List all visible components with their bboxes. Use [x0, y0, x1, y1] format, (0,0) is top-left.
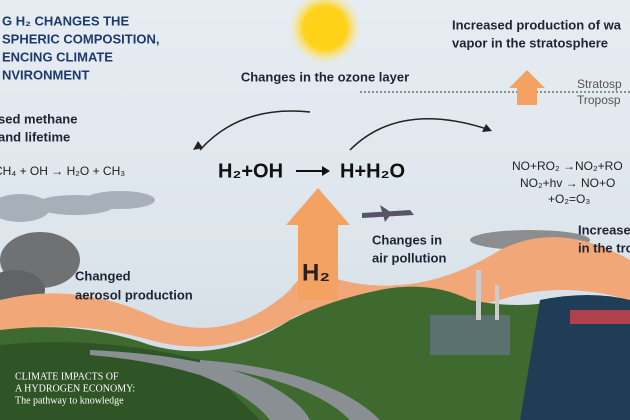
layer-label: Stratosp [577, 77, 622, 91]
h2-label: H₂ [302, 259, 330, 286]
footer: CLIMATE IMPACTS OF [15, 371, 119, 382]
footer: The pathway to knowledge [15, 395, 124, 406]
curved-arrow [349, 118, 491, 151]
label: Increased [578, 222, 630, 237]
label: Changes in [372, 232, 442, 247]
h2-arrow [286, 188, 350, 300]
reaction: NO+RO₂ →NO₂+RO [512, 159, 623, 173]
curved-arrow [199, 110, 311, 151]
label: Changed [75, 268, 131, 283]
label: aerosol production [75, 287, 193, 302]
reaction: H₂+OH [218, 160, 283, 182]
label: vapor in the stratosphere [452, 35, 608, 50]
ship [570, 310, 630, 324]
layer-label: Troposp [577, 93, 621, 107]
chimney [495, 285, 499, 320]
sea [520, 295, 630, 420]
sun [289, 0, 361, 64]
label: air pollution [372, 250, 446, 265]
up-arrow [509, 70, 545, 105]
chimney [476, 270, 481, 320]
title: G H₂ CHANGES THE [2, 13, 129, 28]
arrow-head [482, 124, 492, 132]
label: sed methane [0, 111, 77, 126]
footer: A HYDROGEN ECONOMY: [15, 383, 135, 394]
factory [430, 315, 510, 355]
reaction: CH₄ + OH → H₂O + CH₃ [0, 164, 125, 178]
arrow-head [322, 166, 330, 176]
airplane [362, 205, 414, 222]
label: Increased production of wa [452, 17, 622, 32]
title: SPHERIC COMPOSITION, [2, 31, 159, 46]
road [200, 360, 380, 420]
label: Changes in the ozone layer [241, 69, 409, 84]
title: NVIRONMENT [2, 67, 89, 82]
title: ENCING CLIMATE [2, 49, 113, 64]
reaction: NO₂+hv → NO+O [520, 176, 615, 190]
reaction: +O₂=O₃ [548, 192, 590, 206]
label: in the tropos [578, 240, 630, 255]
label: and lifetime [0, 129, 70, 144]
reaction: H+H₂O [340, 160, 405, 182]
road [90, 350, 310, 420]
arrow-head [193, 141, 203, 150]
